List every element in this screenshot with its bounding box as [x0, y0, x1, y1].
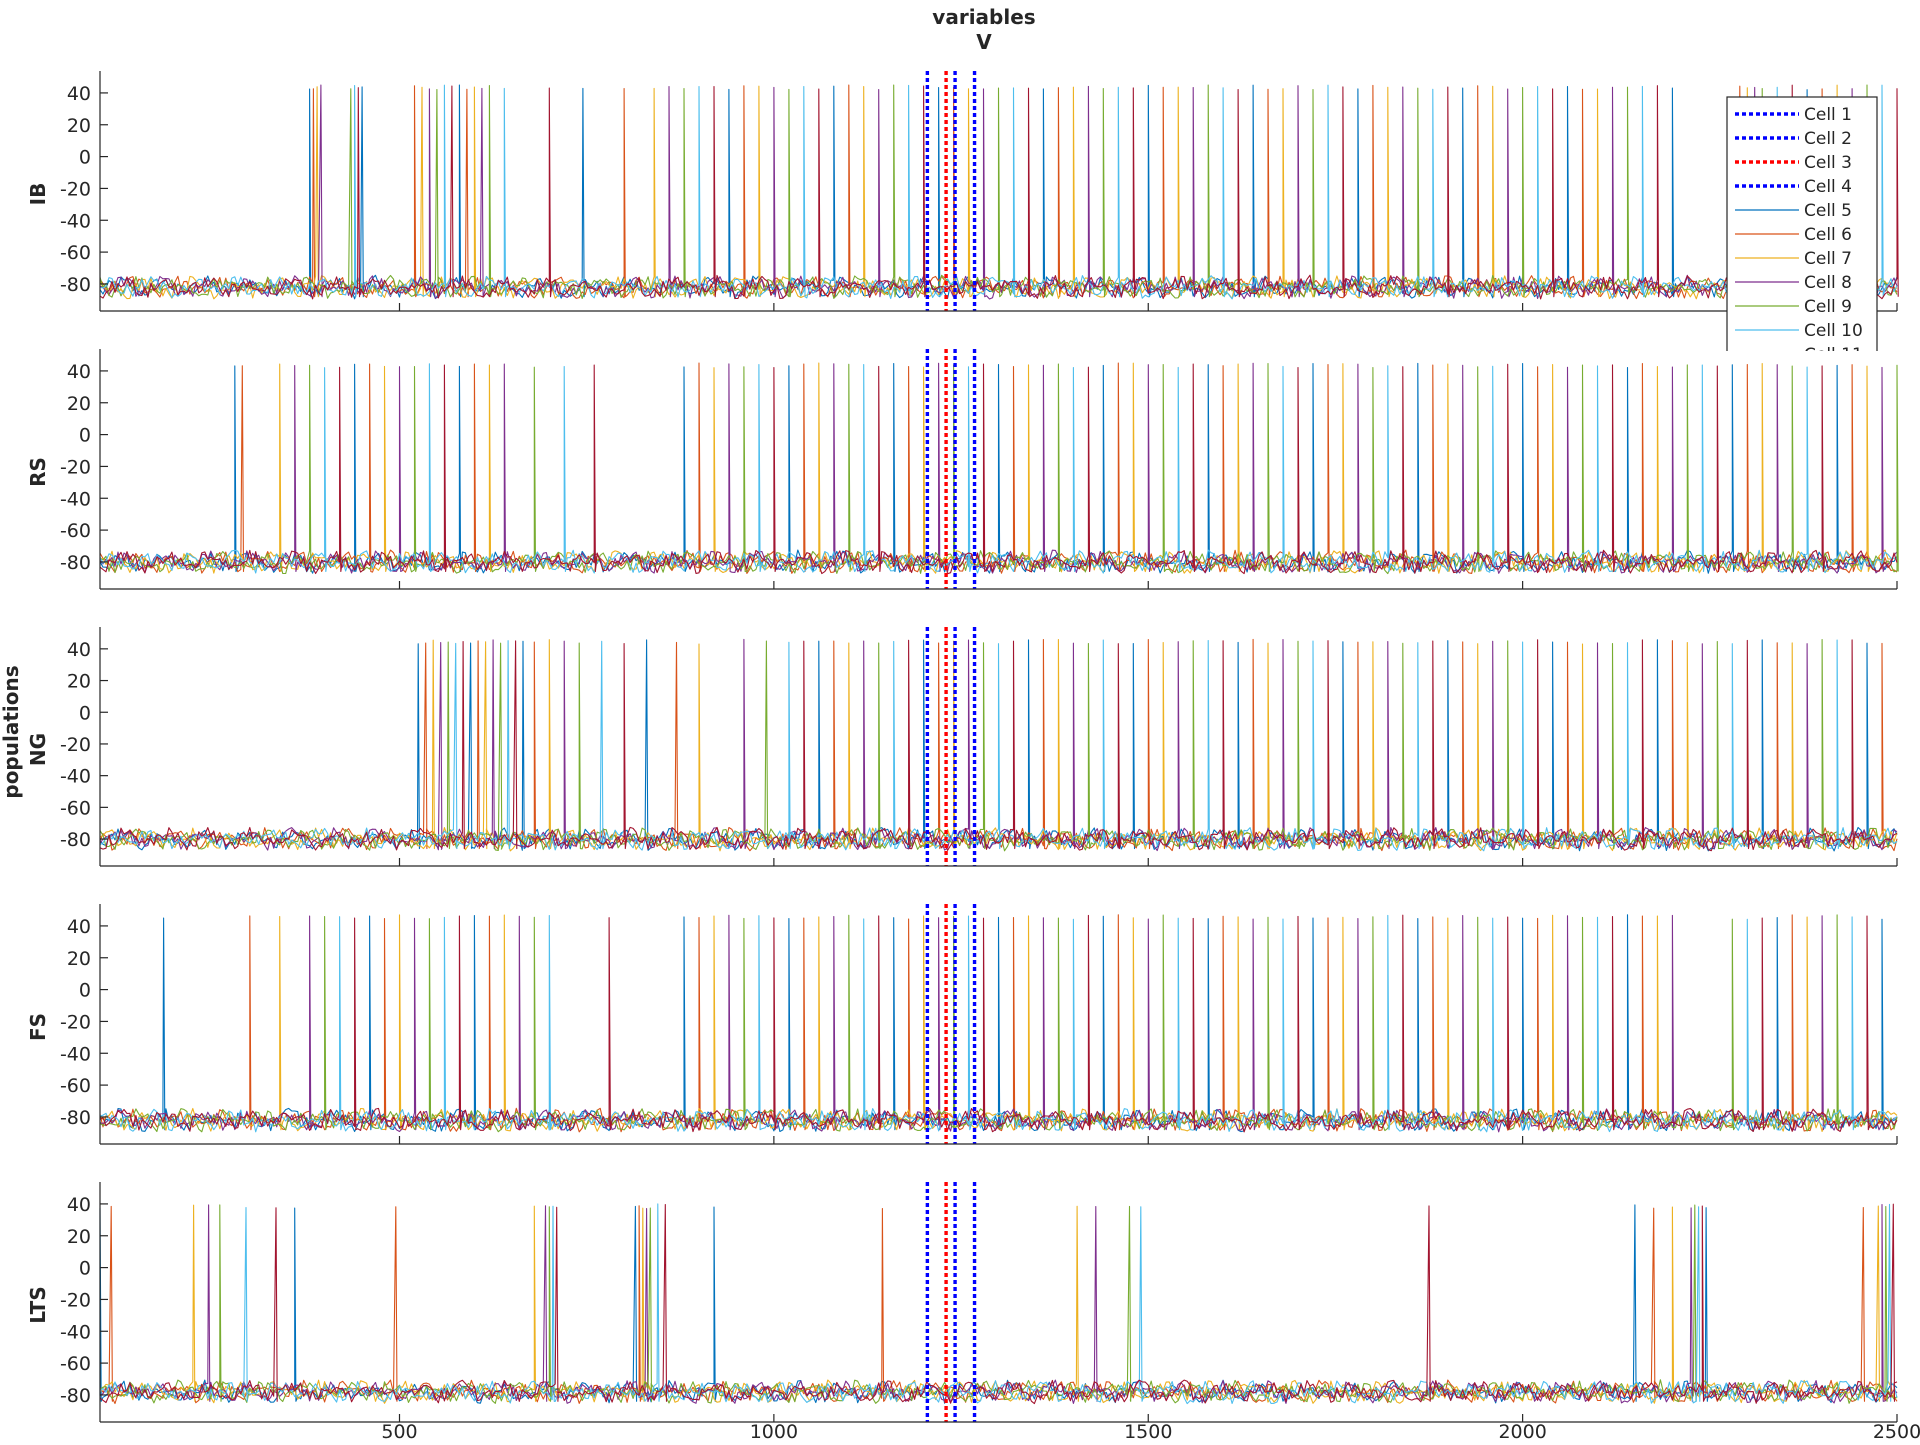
trace-rs-4	[99, 362, 1898, 574]
panel-rs: RS 40 20 0 -20 -40 -60 -80	[26, 349, 1899, 590]
trace-lts-5	[99, 1204, 1898, 1404]
y-tick-label: -60	[60, 520, 91, 542]
panel-ib: IB 40 20 0 -20 -40 -60 -80	[26, 71, 1899, 312]
trace-ib-7	[99, 84, 1899, 300]
y-tick-label: -60	[60, 1353, 91, 1375]
x-tick-label: 2500	[1873, 1421, 1920, 1440]
y-tick-label: -40	[60, 766, 91, 788]
trace-fs-7	[99, 914, 1898, 1133]
legend-label: Cell 4	[1804, 177, 1852, 197]
y-tick-label: -40	[60, 1043, 91, 1065]
y-tick-label: -60	[60, 1075, 91, 1097]
y-tick-label: 40	[67, 916, 91, 938]
panel-ng: NG 40 20 0 -20 -40 -60 -80	[26, 627, 1898, 867]
legend-label: Cell 6	[1804, 225, 1852, 245]
legend-label: Cell 8	[1804, 273, 1852, 293]
y-tick-label: -80	[60, 1385, 91, 1407]
title-line-2: V	[976, 30, 992, 54]
trace-lts-1	[99, 1204, 1898, 1404]
y-tick-label: 20	[67, 393, 91, 415]
panel-ylabel-lts: LTS	[26, 1286, 50, 1323]
legend-label: Cell 10	[1804, 321, 1863, 341]
y-tick-label: -80	[60, 552, 91, 574]
trace-ib-4	[99, 84, 1898, 300]
y-tick-label: -80	[60, 829, 91, 851]
y-tick-label: 0	[79, 702, 91, 724]
y-tick-label: 40	[67, 1194, 91, 1216]
y-tick-label: 0	[79, 1258, 91, 1280]
y-tick-label: -80	[60, 1107, 91, 1129]
y-tick-label: 20	[67, 115, 91, 137]
trace-lts-4	[99, 1203, 1898, 1404]
trace-lts-7	[99, 1203, 1898, 1405]
y-tick-label: -20	[60, 1289, 91, 1311]
panel-ylabel-fs: FS	[26, 1013, 50, 1041]
trace-ng-4	[99, 638, 1898, 852]
legend-label: Cell 3	[1804, 153, 1852, 173]
legend-label: Cell 2	[1804, 129, 1852, 149]
trace-ng-7	[99, 639, 1898, 852]
legend-label: Cell 9	[1804, 297, 1852, 317]
y-tick-label: 20	[67, 671, 91, 693]
trace-lts-3	[99, 1204, 1898, 1404]
panel-lts: LTS 40 20 0 -20 -40 -60 -80 500 1000 1500 2000 2500	[26, 1182, 1920, 1443]
legend-label: Cell 7	[1804, 249, 1852, 269]
legend-label: Cell 5	[1804, 201, 1852, 221]
legend-label: Cell 11	[1804, 345, 1863, 365]
y-tick-label: -60	[60, 797, 91, 819]
x-tick-label: 1000	[750, 1421, 798, 1440]
legend: Cell 1 Cell 2 Cell 3 Cell 4 Cell 5 Cell 6 Cell…	[1726, 96, 1878, 365]
panel-ylabel-rs: RS	[26, 457, 50, 487]
y-tick-label: -20	[60, 734, 91, 756]
y-tick-label: 40	[67, 639, 91, 661]
legend-box	[1726, 96, 1878, 351]
trace-rs-7	[99, 363, 1898, 575]
y-tick-label: -60	[60, 242, 91, 264]
y-tick-label: 0	[79, 425, 91, 447]
y-tick-label: -20	[60, 1011, 91, 1033]
trace-ib-5	[99, 84, 1898, 300]
row-group-label: populations	[0, 665, 23, 798]
y-tick-label: 40	[67, 83, 91, 105]
trace-rs-3	[99, 362, 1898, 574]
y-tick-label: -40	[60, 488, 91, 510]
y-tick-label: -20	[60, 178, 91, 200]
trace-lts-6	[99, 1203, 1898, 1405]
trace-fs-1	[99, 914, 1898, 1133]
y-tick-label: -20	[60, 456, 91, 478]
panel-fs: FS 40 20 0 -20 -40 -60 -80	[26, 904, 1898, 1145]
panel-ylabel-ng: NG	[26, 733, 50, 766]
y-tick-label: 20	[67, 948, 91, 970]
legend-content: Cell 1 Cell 2 Cell 3 Cell 4 Cell 5 Cell 6 Cell…	[1726, 96, 1878, 365]
x-tick-label: 1500	[1124, 1421, 1172, 1440]
trace-ib-3	[99, 84, 1898, 300]
y-tick-label: 20	[67, 1226, 91, 1248]
y-tick-label: -40	[60, 1321, 91, 1343]
trace-rs-6	[99, 363, 1898, 574]
y-tick-label: 0	[79, 147, 91, 169]
trace-lts-2	[99, 1205, 1898, 1405]
panel-ylabel-ib: IB	[26, 183, 50, 206]
panels-group: IB40200-20-40-60-80RS40200-20-40-60-80NG…	[26, 71, 1920, 1443]
y-tick-label: -80	[60, 274, 91, 296]
y-tick-label: -40	[60, 210, 91, 232]
x-tick-label: 2000	[1498, 1421, 1546, 1440]
y-tick-label: 40	[67, 361, 91, 383]
y-tick-label: 0	[79, 980, 91, 1002]
x-tick-label: 500	[381, 1421, 417, 1440]
title-line-1: variables	[932, 5, 1035, 29]
trace-ng-6	[99, 639, 1898, 852]
legend-label: Cell 1	[1804, 105, 1852, 125]
